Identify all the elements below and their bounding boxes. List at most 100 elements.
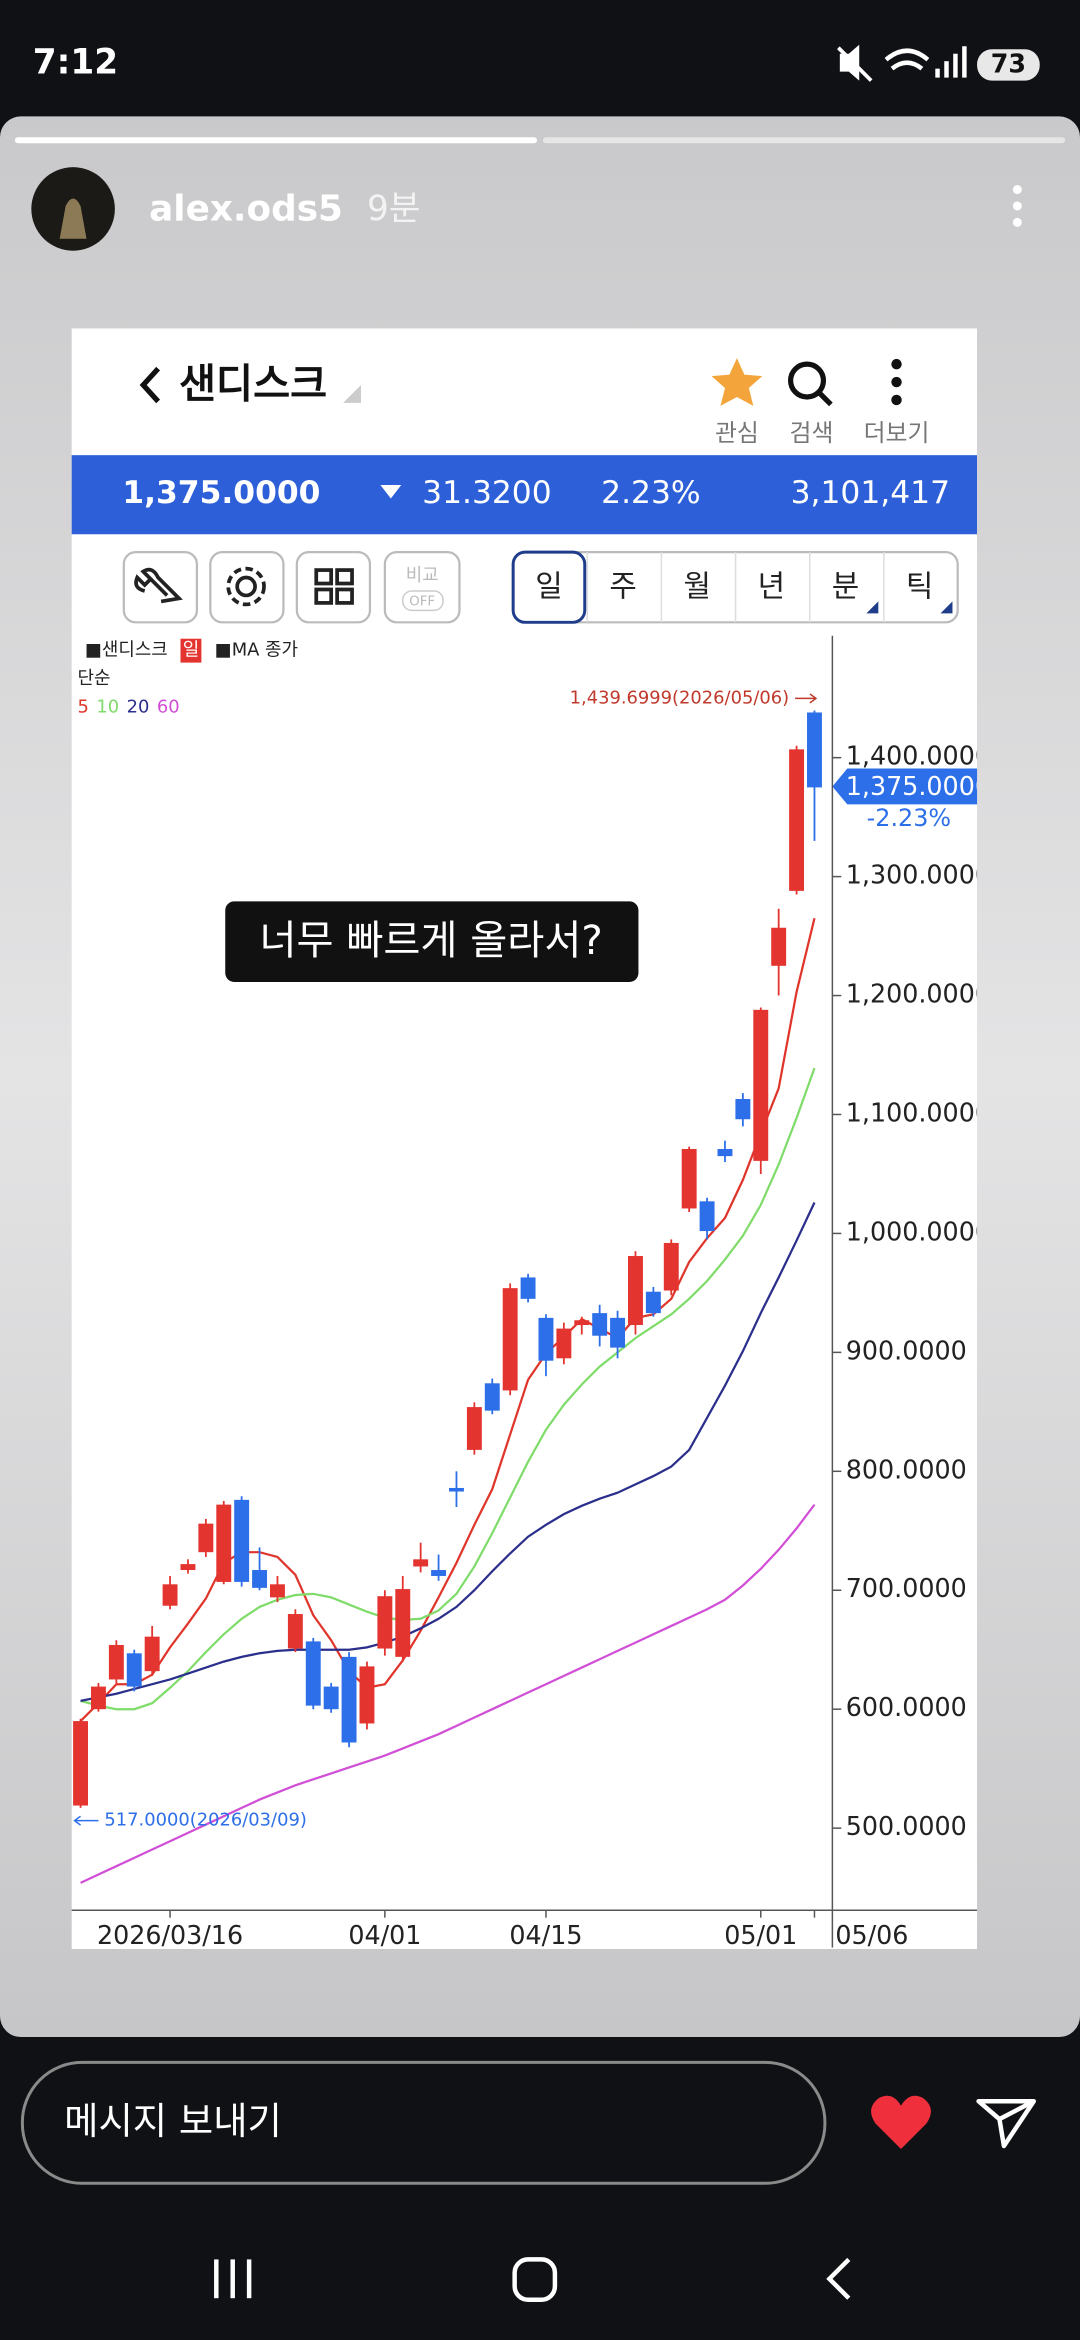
candle-body <box>270 1584 285 1598</box>
candle-body <box>628 1256 643 1326</box>
x-tick-label: 05/01 <box>724 1920 797 1950</box>
candle-body <box>520 1277 536 1299</box>
candle-body <box>538 1317 554 1361</box>
candle-body <box>162 1584 178 1606</box>
period-tab[interactable]: 틱 <box>906 569 933 604</box>
period-tab[interactable]: 분 <box>832 569 859 604</box>
legend-ma-period: 20 <box>127 696 150 717</box>
candle-body <box>180 1564 196 1571</box>
overlay-box <box>225 901 639 982</box>
candle-body <box>377 1596 393 1649</box>
down-arrow <box>380 485 402 499</box>
candle-body <box>753 1009 769 1161</box>
candle-body <box>574 1320 590 1326</box>
candle-body <box>359 1666 375 1724</box>
username[interactable]: alex.ods5 <box>149 188 343 229</box>
candle-body <box>663 1242 679 1291</box>
y-tick-label: 900.0000 <box>846 1335 967 1365</box>
candle-body <box>413 1559 429 1567</box>
legend-indicator: ■MA 종가 <box>215 640 298 661</box>
app-title: 샌디스크 <box>179 362 327 408</box>
progress-done <box>14 137 538 144</box>
candle-body <box>108 1644 124 1680</box>
period-tab[interactable]: 월 <box>684 569 711 604</box>
high-annotation: 1,439.6999(2026/05/06) <box>570 687 789 708</box>
layout-icon <box>314 568 354 605</box>
candle-body <box>73 1721 89 1806</box>
submenu-mark <box>940 601 953 614</box>
candle-body <box>252 1570 268 1588</box>
submenu-mark <box>866 601 879 614</box>
candle-body <box>502 1288 518 1391</box>
y-tick-label: 700.0000 <box>846 1573 967 1603</box>
y-tick-label: 800.0000 <box>846 1454 967 1484</box>
legend-ma-period: 5 <box>78 696 89 717</box>
candle-body <box>717 1148 733 1157</box>
y-tick-label: 1,100.0000 <box>846 1097 991 1127</box>
last-price-tag <box>832 768 978 805</box>
candle-body <box>699 1201 715 1232</box>
candle-body <box>466 1407 482 1450</box>
x-tick-label: 04/15 <box>509 1920 582 1950</box>
ma-line <box>80 1202 816 1702</box>
candle-body <box>216 1504 232 1582</box>
candle-body <box>807 712 822 788</box>
status-icons <box>837 44 967 82</box>
period-selected[interactable] <box>511 550 587 624</box>
send-button[interactable] <box>976 2098 1036 2149</box>
search-icon <box>787 361 833 407</box>
low-arrow <box>73 1815 99 1826</box>
legend-ma-type: 단순 <box>78 668 111 689</box>
like-button[interactable] <box>871 2095 931 2149</box>
candle-body <box>395 1589 411 1657</box>
clock: 7:12 <box>33 43 118 83</box>
candle-body <box>287 1614 303 1649</box>
quote-change-pct: 2.23% <box>601 475 701 511</box>
back-icon <box>139 366 161 404</box>
message-input[interactable] <box>20 2060 827 2185</box>
period-tab[interactable]: 주 <box>609 569 636 604</box>
y-tick-label: 1,200.0000 <box>846 979 991 1009</box>
low-annotation: 517.0000(2026/03/09) <box>104 1810 306 1831</box>
nav-bar <box>214 2257 851 2302</box>
more-icon <box>891 358 902 406</box>
high-arrow <box>795 693 818 704</box>
quote-volume: 3,101,417 <box>791 475 950 511</box>
y-tick-label: 600.0000 <box>846 1692 967 1722</box>
candle-body <box>645 1291 661 1314</box>
candle-body <box>556 1328 572 1359</box>
candle-body <box>610 1317 626 1348</box>
candle-body <box>771 927 787 966</box>
x-tick-label: 2026/03/16 <box>97 1920 243 1950</box>
candle-body <box>323 1686 339 1710</box>
legend-ma-period: 10 <box>96 696 119 717</box>
period-tab[interactable]: 일 <box>535 569 562 604</box>
candle-body <box>144 1636 160 1672</box>
ma-line <box>80 1503 816 1884</box>
quote-change: 31.3200 <box>422 475 552 511</box>
wrench-icon <box>134 567 183 604</box>
time-ago: 9분 <box>367 189 420 229</box>
period-tab[interactable]: 년 <box>758 569 785 604</box>
quote-price: 1,375.0000 <box>122 475 320 511</box>
y-tick-label: 1,000.0000 <box>846 1216 991 1246</box>
candle-body <box>234 1499 250 1582</box>
action-label: 관심 <box>715 419 759 447</box>
legend-period: 일 <box>183 640 199 661</box>
more-menu[interactable] <box>1012 185 1022 227</box>
battery <box>977 49 1040 81</box>
message-placeholder: 메시지 보내기 <box>64 2099 282 2143</box>
candle-body <box>484 1383 500 1411</box>
candle-body <box>681 1148 697 1209</box>
legend-symbol: ■샌디스크 <box>85 640 168 661</box>
action-label: 더보기 <box>864 419 930 447</box>
y-tick-label: 500.0000 <box>846 1811 967 1841</box>
candle-body <box>198 1523 214 1553</box>
y-tick-label: 1,400.0000 <box>846 741 991 771</box>
candle-body <box>305 1641 321 1706</box>
x-tick-label: 04/01 <box>348 1920 421 1950</box>
action-label: 검색 <box>790 419 834 447</box>
progress-pending <box>542 137 1066 144</box>
